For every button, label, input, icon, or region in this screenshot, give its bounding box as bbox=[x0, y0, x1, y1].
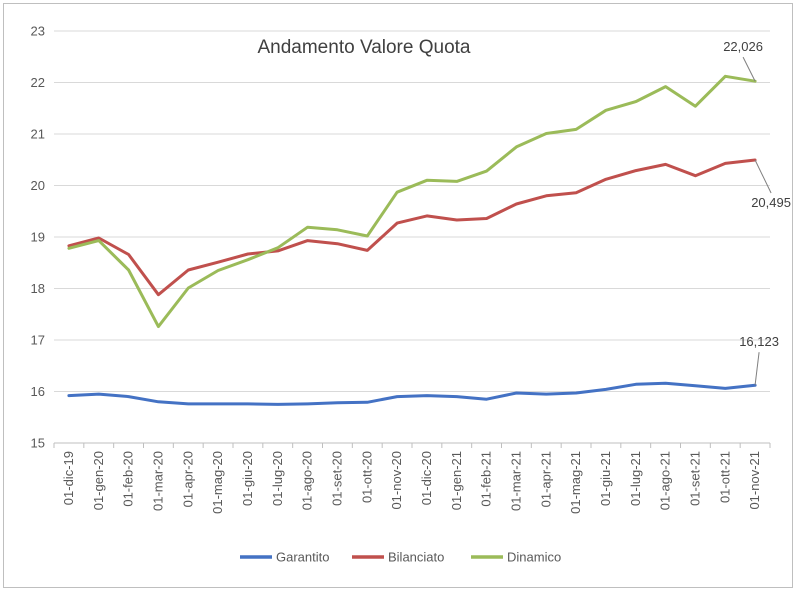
data-label-leader bbox=[754, 352, 760, 386]
x-tick-label: 01-apr-21 bbox=[538, 451, 553, 507]
data-label-garantito: 16,123 bbox=[739, 334, 779, 349]
y-tick-label: 23 bbox=[31, 24, 45, 39]
data-label-dinamico: 22,026 bbox=[723, 39, 763, 54]
y-axis-ticks: 15 16 17 18 19 20 21 22 23 bbox=[31, 24, 45, 451]
data-label-leader bbox=[754, 159, 772, 194]
y-tick-label: 16 bbox=[31, 384, 45, 399]
x-tick-label: 01-giu-20 bbox=[240, 451, 255, 506]
x-tick-label: 01-lug-20 bbox=[270, 451, 285, 506]
x-tick-label: 01-gen-20 bbox=[91, 451, 106, 510]
x-tick-label: 01-ago-20 bbox=[300, 451, 315, 510]
x-tick-label: 01-mag-21 bbox=[568, 451, 583, 514]
legend: Garantito Bilanciato Dinamico bbox=[240, 550, 561, 565]
y-tick-label: 17 bbox=[31, 333, 45, 348]
x-tick-label: 01-lug-21 bbox=[628, 451, 643, 506]
x-tick-label: 01-apr-20 bbox=[180, 451, 195, 507]
y-tick-label: 20 bbox=[31, 178, 45, 193]
x-tick-label: 01-mar-20 bbox=[150, 451, 165, 511]
series-line-garantito bbox=[67, 381, 757, 406]
y-tick-label: 22 bbox=[31, 75, 45, 90]
x-tick-label: 01-ott-21 bbox=[717, 451, 732, 503]
x-tick-label: 01-set-20 bbox=[329, 451, 344, 506]
axes bbox=[53, 442, 771, 448]
data-label-bilanciato: 20,495 bbox=[751, 195, 791, 210]
x-tick-label: 01-nov-20 bbox=[389, 451, 404, 510]
x-tick-label: 01-giu-21 bbox=[598, 451, 613, 506]
y-tick-label: 15 bbox=[31, 436, 45, 451]
legend-label-garantito: Garantito bbox=[276, 550, 329, 565]
series-line-bilanciato bbox=[67, 158, 757, 297]
y-tick-label: 19 bbox=[31, 230, 45, 245]
chart-title: Andamento Valore Quota bbox=[257, 37, 470, 58]
x-tick-label: 01-mar-21 bbox=[508, 451, 523, 511]
legend-label-dinamico: Dinamico bbox=[507, 550, 561, 565]
legend-label-bilanciato: Bilanciato bbox=[388, 550, 444, 565]
x-tick-label: 01-gen-21 bbox=[449, 451, 464, 510]
series-line-dinamico bbox=[67, 74, 757, 329]
x-tick-label: 01-ott-20 bbox=[359, 451, 374, 503]
x-tick-label: 01-feb-20 bbox=[121, 451, 136, 507]
x-tick-label: 01-mag-20 bbox=[210, 451, 225, 514]
x-tick-label: 01-dic-19 bbox=[61, 451, 76, 505]
x-tick-label: 01-set-21 bbox=[687, 451, 702, 506]
x-tick-label: 01-ago-21 bbox=[658, 451, 673, 510]
series-lines bbox=[67, 74, 757, 406]
grid-lines bbox=[54, 30, 770, 392]
x-tick-label: 01-feb-21 bbox=[479, 451, 494, 507]
x-tick-label: 01-dic-20 bbox=[419, 451, 434, 505]
chart-frame bbox=[3, 3, 793, 588]
data-labels: 22,026 20,495 16,123 bbox=[723, 39, 791, 386]
x-tick-label: 01-nov-21 bbox=[747, 451, 762, 510]
y-tick-label: 18 bbox=[31, 281, 45, 296]
x-axis-ticks: 01-dic-19 01-gen-20 01-feb-20 01-mar-20 01-a… bbox=[61, 451, 762, 514]
y-tick-label: 21 bbox=[31, 127, 45, 142]
data-label-leader bbox=[742, 56, 756, 82]
